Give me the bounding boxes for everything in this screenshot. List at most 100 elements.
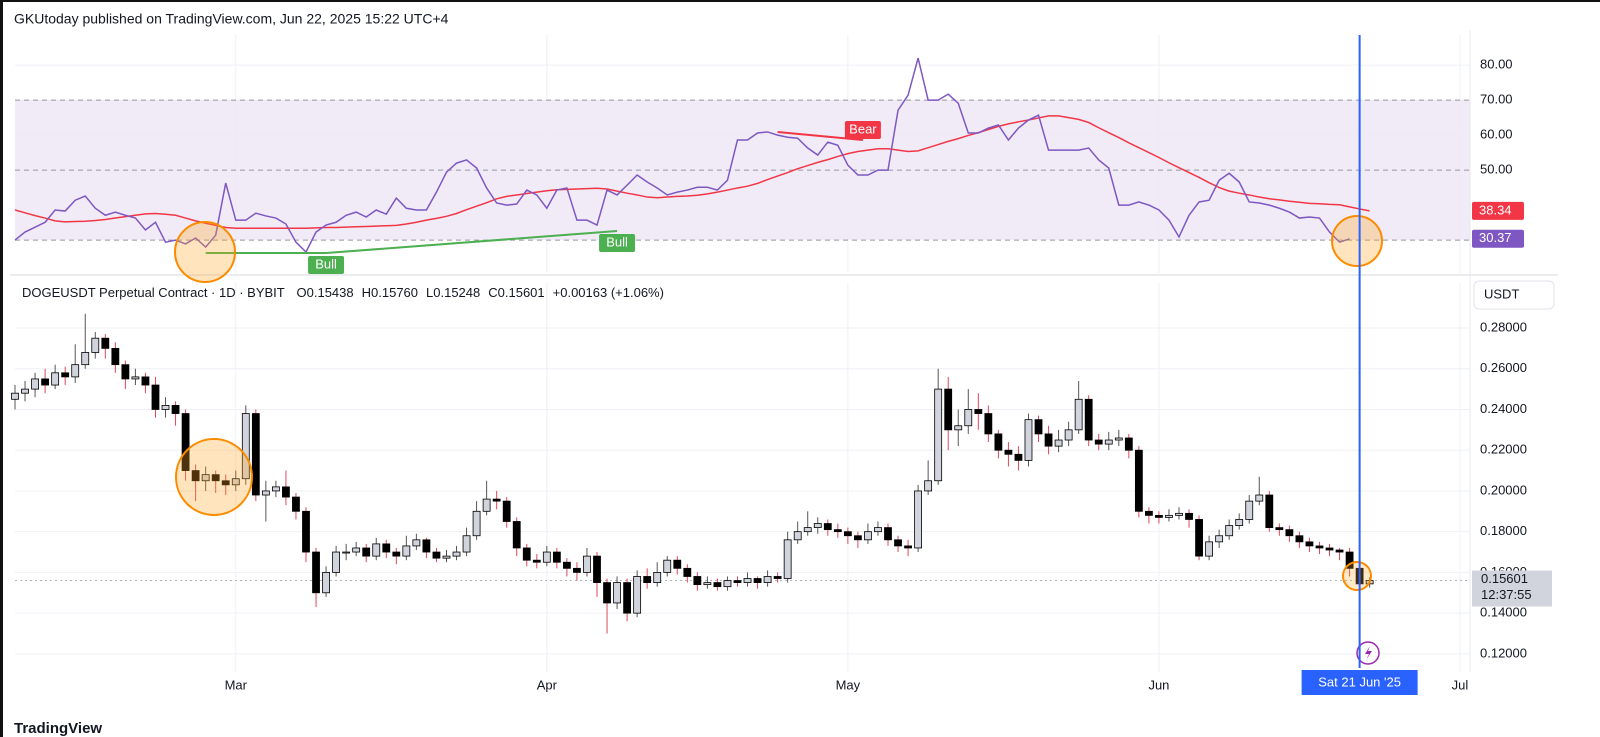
candle-body <box>793 531 802 541</box>
candle-body <box>131 376 140 380</box>
candle-body <box>1104 439 1113 445</box>
candle-body <box>181 413 190 471</box>
footer-logo: TradingView <box>14 720 102 737</box>
candle-body <box>833 529 842 533</box>
ohlc-prefix: O <box>297 285 307 300</box>
candle-body <box>1335 549 1344 553</box>
candle-body <box>11 392 19 400</box>
currency-label: USDT <box>1484 286 1519 301</box>
candle-body <box>573 567 581 573</box>
rsi-pane: 80.00 70.00 60.00 50.00 38.34 30.37 Bear Bull Bu… <box>14 57 1524 275</box>
candle-body <box>673 559 682 569</box>
candle-body <box>282 486 290 498</box>
candle-body <box>914 490 923 549</box>
x-tick-label: May <box>836 677 861 692</box>
candle-body <box>703 582 712 586</box>
candle-body <box>51 372 60 386</box>
divergence-tag <box>599 234 636 252</box>
candle-body <box>613 582 621 604</box>
candle-body <box>683 567 692 577</box>
candle-body <box>502 500 511 522</box>
price-legend: DOGEUSDT Perpetual Contract · 1D · BYBIT… <box>22 285 664 300</box>
candle-body <box>231 478 240 486</box>
ohlc-value: 0.15248 <box>433 285 480 300</box>
candle-body <box>934 388 943 482</box>
candle-body <box>1295 535 1304 543</box>
candle-body <box>1024 419 1033 461</box>
candle-body <box>1134 449 1143 512</box>
candle-body <box>151 384 160 410</box>
y-tick-label: 80.00 <box>1480 57 1513 72</box>
ohlc-prefix: L <box>426 285 433 300</box>
candle-body <box>1155 514 1163 518</box>
candle-body <box>643 576 652 583</box>
candle-body <box>823 523 832 531</box>
candle-body <box>1325 547 1334 551</box>
countdown-label: 12:37:55 <box>1481 587 1532 602</box>
highlight-circle <box>1331 215 1383 267</box>
divergence-line <box>325 230 618 255</box>
candle-body <box>1185 512 1193 520</box>
y-tick-label: 0.24000 <box>1480 401 1527 416</box>
last-value-label: 38.34 <box>1479 202 1512 217</box>
y-tick-label: 50.00 <box>1480 162 1513 177</box>
candle-body <box>994 433 1003 451</box>
candle-body <box>41 378 50 386</box>
candle-body <box>783 539 792 579</box>
candle-body <box>1345 551 1354 569</box>
y-tick-label: 0.26000 <box>1480 360 1527 375</box>
candle-body <box>1044 433 1053 447</box>
candle-body <box>302 510 310 553</box>
ohlc-prefix: H <box>362 285 371 300</box>
candle-body <box>121 364 130 380</box>
ohlc-value: 0.15601 <box>498 285 545 300</box>
candle-body <box>1195 519 1203 557</box>
candle-body <box>312 551 320 594</box>
candle-body <box>402 545 411 557</box>
candle-body <box>71 364 80 378</box>
candle-body <box>1315 545 1324 549</box>
candle-body <box>362 547 371 557</box>
candle-body <box>422 539 431 553</box>
candle-body <box>1175 512 1183 516</box>
last-value-box <box>1472 229 1524 248</box>
candle-body <box>292 496 300 512</box>
price-pane: 0.28000 0.26000 0.24000 0.22000 0.20000 0.180… <box>11 313 1552 660</box>
candle-body <box>1114 437 1123 441</box>
candle-body <box>884 527 892 541</box>
candle-body <box>1064 429 1073 441</box>
candle-body <box>21 388 29 394</box>
x-tick-label: Apr <box>537 677 558 692</box>
candle-body <box>141 376 150 386</box>
candle-body <box>633 576 642 614</box>
candle-body <box>924 480 933 492</box>
candle-body <box>954 425 963 431</box>
candle-body <box>603 582 611 604</box>
candle-body <box>1124 437 1133 451</box>
candle-body <box>1305 541 1314 547</box>
candle-body <box>382 543 391 553</box>
candle-body <box>723 580 732 588</box>
candle-body <box>81 352 90 366</box>
candle-body <box>1215 535 1224 543</box>
currency-button[interactable] <box>1473 280 1555 310</box>
divergence-label: Bear <box>849 121 877 136</box>
candle-body <box>663 559 672 573</box>
x-tick-label: Mar <box>225 677 248 692</box>
candle-body <box>894 539 902 547</box>
candle-body <box>853 535 862 541</box>
candle-body <box>1004 449 1013 455</box>
candle-body <box>101 337 110 349</box>
divergence-label: Bull <box>606 234 628 249</box>
publish-header: GKUtoday published on TradingView.com, J… <box>14 11 449 27</box>
candle-body <box>813 523 822 529</box>
candle-body <box>91 337 100 353</box>
candle-body <box>1275 527 1284 531</box>
candle-body <box>352 547 361 553</box>
highlight-circle <box>174 221 236 283</box>
y-tick-label: 70.00 <box>1480 92 1513 107</box>
x-tick-label: Jul <box>1452 677 1469 692</box>
candle-body <box>1235 519 1244 526</box>
y-tick-label: 0.14000 <box>1480 605 1527 620</box>
candle-body <box>31 378 39 390</box>
